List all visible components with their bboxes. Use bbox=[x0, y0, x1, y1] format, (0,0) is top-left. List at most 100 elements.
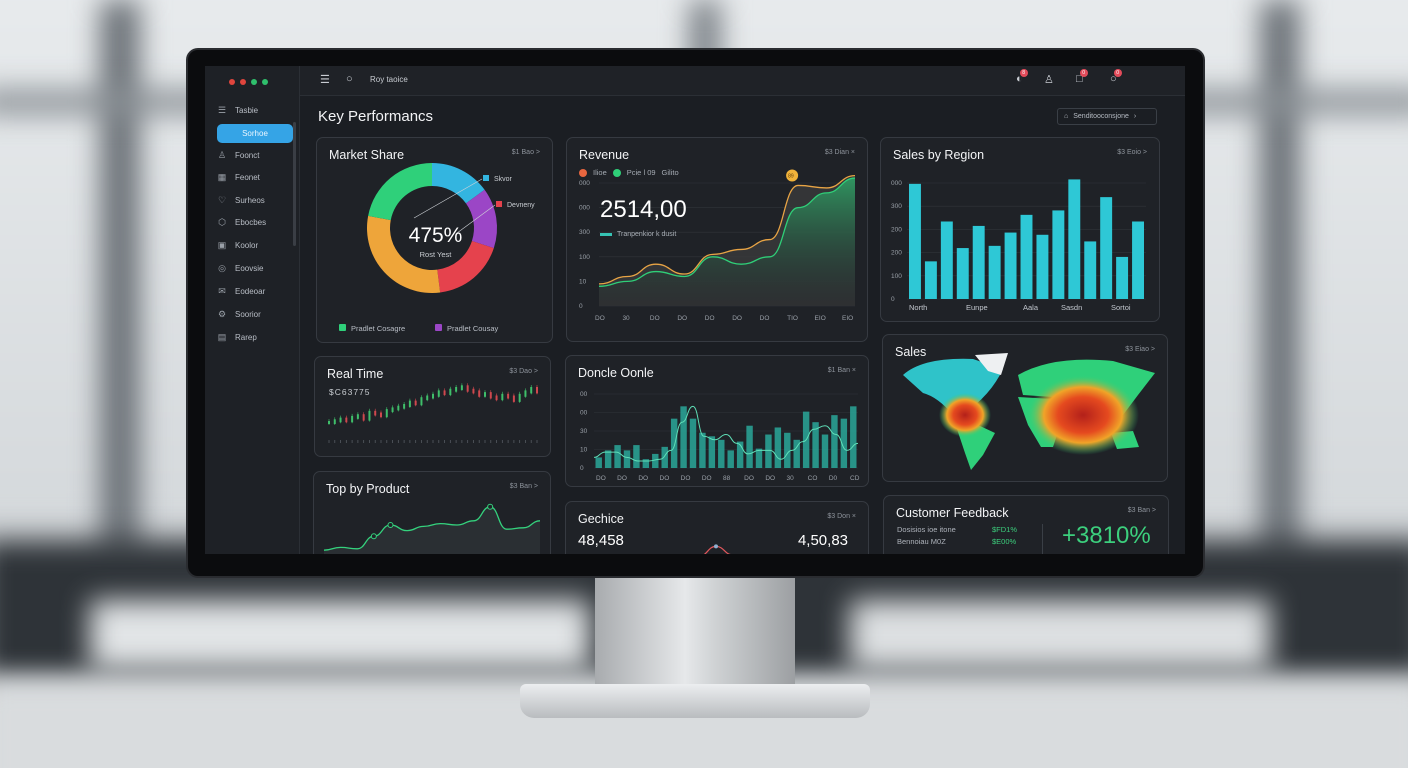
candle bbox=[328, 421, 330, 424]
sidebar-scrollbar[interactable] bbox=[293, 122, 296, 246]
x-tick-label: DO bbox=[660, 475, 670, 482]
sidebar-item-5[interactable]: ⬡ Ebocbes bbox=[217, 213, 293, 231]
candle bbox=[432, 393, 434, 399]
series-area bbox=[599, 178, 855, 306]
sidebar-item-4[interactable]: ♡ Surheos bbox=[217, 191, 293, 209]
revenue-area-chart: 0 10 100 300 000 000 DO 30 DO DO DO DO DO TIO EIO EIO 89 bbox=[579, 169, 856, 322]
x-tick-label: EIO bbox=[815, 315, 826, 322]
marker-dot bbox=[786, 169, 799, 182]
x-tick-label: DO bbox=[617, 475, 627, 482]
bar bbox=[1132, 221, 1144, 299]
bar bbox=[774, 427, 782, 468]
x-tick-label: Eunpe bbox=[966, 303, 988, 312]
sidebar-item-9[interactable]: ⚙ Soorior bbox=[217, 305, 293, 323]
y-tick-label: 000 bbox=[891, 180, 902, 187]
card-menu[interactable]: $3 Ban > bbox=[1127, 507, 1156, 514]
bar bbox=[972, 225, 985, 299]
x-tick-label: DO bbox=[705, 315, 715, 322]
candle bbox=[484, 392, 486, 397]
gechice-line-chart bbox=[703, 544, 732, 554]
feedback-row-value: $FD1% bbox=[992, 525, 1018, 534]
bar bbox=[652, 453, 659, 468]
cube-icon: ⬡ bbox=[218, 216, 226, 227]
card-title: Gechice bbox=[578, 512, 624, 526]
settings-icon: ⚙ bbox=[217, 308, 227, 319]
box-icon[interactable]: □ 0 bbox=[1076, 69, 1088, 85]
window-control-dot[interactable] bbox=[240, 79, 246, 85]
sidebar: ☰ Tasbie Sorhoe ♙ Foonct ▦ Feonet ♡ Surheos ⬡ Eboc… bbox=[205, 66, 300, 554]
x-tick-label: DO bbox=[596, 475, 606, 482]
candle bbox=[356, 414, 359, 419]
bell-icon[interactable]: ◐ 8 bbox=[1016, 69, 1028, 85]
candle bbox=[420, 397, 423, 406]
bar bbox=[1116, 256, 1129, 299]
sidebar-item-2[interactable]: ♙ Foonct bbox=[217, 146, 293, 164]
y-tick-label: 00 bbox=[580, 391, 588, 398]
sidebar-item-3[interactable]: ▦ Feonet bbox=[217, 168, 293, 186]
legend-dot bbox=[579, 168, 587, 177]
data-point bbox=[387, 522, 394, 528]
sidebar-item-10[interactable]: ▤ Rarep bbox=[217, 328, 293, 346]
card-menu[interactable]: $1 Bao > bbox=[511, 149, 540, 156]
candle bbox=[478, 390, 481, 397]
x-tick-label: 30 bbox=[787, 475, 795, 482]
sidebar-item-7[interactable]: ◎ Eoovsie bbox=[217, 259, 293, 277]
search-icon[interactable]: ○ bbox=[346, 73, 353, 85]
header-action-button[interactable]: ⌂ Senditooconsjone › bbox=[1057, 108, 1157, 125]
card-title: Doncle Oonle bbox=[578, 366, 654, 380]
card-menu[interactable]: $3 Eoio > bbox=[1117, 149, 1147, 156]
candle bbox=[489, 392, 492, 399]
bar bbox=[708, 436, 716, 468]
marker-label: 89 bbox=[788, 173, 794, 179]
x-tick-label: EIO bbox=[842, 315, 853, 322]
x-tick-label: DO bbox=[638, 475, 648, 482]
card-menu[interactable]: $3 Don × bbox=[827, 513, 856, 520]
gechice-left-value: 48,458 bbox=[578, 532, 624, 549]
sidebar-item-0[interactable]: ☰ Tasbie bbox=[217, 101, 293, 119]
bar bbox=[699, 432, 706, 468]
card-title: Sales by Region bbox=[893, 148, 985, 162]
user-icon[interactable]: ♙ bbox=[1044, 74, 1054, 86]
sidebar-item-label: Sorhoe bbox=[242, 129, 268, 138]
revenue-big-value: 2514,00 bbox=[600, 196, 687, 223]
card-menu[interactable]: $3 Dian × bbox=[824, 149, 855, 156]
candle bbox=[518, 393, 521, 402]
sales-map-card: Sales $3 Eiao > bbox=[882, 334, 1168, 482]
legend-label: Pradlet Cosagre bbox=[351, 324, 405, 333]
card-menu[interactable]: $3 Dao > bbox=[509, 368, 538, 375]
x-tick-label: DO bbox=[677, 315, 687, 322]
sidebar-item-label: Eodeoar bbox=[235, 286, 266, 296]
menu-icon[interactable]: ☰ bbox=[320, 74, 330, 86]
world-heat-map[interactable] bbox=[883, 335, 1168, 482]
feedback-big-value: +3810% bbox=[1062, 522, 1151, 549]
bar bbox=[765, 434, 772, 468]
donut-slice bbox=[432, 163, 485, 204]
window-control-dot[interactable] bbox=[229, 79, 235, 85]
window-control-dot[interactable] bbox=[251, 79, 257, 85]
bar bbox=[909, 183, 921, 299]
search-input[interactable]: Roy taoice bbox=[370, 75, 408, 84]
card-menu[interactable]: $3 Eiao > bbox=[1125, 346, 1155, 353]
candle bbox=[501, 393, 504, 401]
dashboard-screen: ☰ Tasbie Sorhoe ♙ Foonct ▦ Feonet ♡ Surheos ⬡ Eboc… bbox=[205, 66, 1185, 554]
x-tick-label: DO bbox=[760, 315, 770, 322]
greenland-region[interactable] bbox=[975, 353, 1008, 375]
x-tick-label: CD bbox=[850, 475, 860, 482]
legend-label: Gilito bbox=[661, 168, 679, 177]
callout-label: Skvor bbox=[494, 176, 513, 183]
y-tick-label: 100 bbox=[891, 273, 902, 280]
bar bbox=[642, 459, 650, 468]
sidebar-item-8[interactable]: ✉ Eodeoar bbox=[217, 282, 293, 300]
candle bbox=[368, 410, 371, 421]
window-controls[interactable] bbox=[229, 79, 268, 85]
sidebar-item-6[interactable]: ▣ Koolor bbox=[217, 236, 293, 254]
chat-icon[interactable]: ○ 0 bbox=[1110, 69, 1122, 85]
series-line bbox=[598, 174, 856, 285]
candle bbox=[495, 395, 498, 401]
card-menu[interactable]: $3 Ban > bbox=[509, 483, 538, 490]
sidebar-item-1[interactable]: Sorhoe bbox=[217, 124, 293, 143]
monitor-stand bbox=[595, 576, 795, 688]
card-menu[interactable]: $1 Ban × bbox=[827, 367, 856, 374]
heart-icon: ♡ bbox=[217, 194, 227, 205]
window-control-dot[interactable] bbox=[262, 79, 268, 85]
